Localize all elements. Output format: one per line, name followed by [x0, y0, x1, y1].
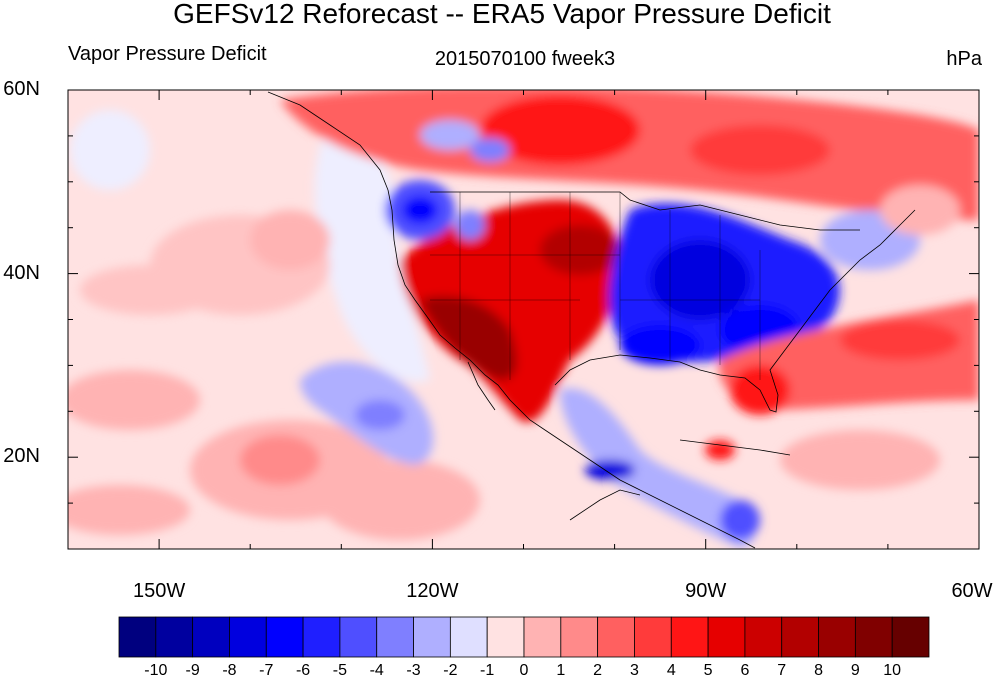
- colorbar-level-label: 1: [556, 662, 566, 679]
- colorbar-level-label: -6: [295, 662, 311, 679]
- colorbar-level-label: -4: [369, 662, 384, 679]
- colorbar-box: [818, 616, 856, 658]
- colorbar-box: [339, 616, 378, 658]
- colorbar-level-label: 2: [593, 662, 603, 679]
- colorbar-box: [854, 616, 893, 658]
- colorbar-box: [597, 616, 635, 658]
- colorbar-level-label: -8: [222, 662, 237, 679]
- lon-label: 150W: [132, 580, 186, 602]
- coastlines: [267, 91, 916, 549]
- colorbar-level-label: -3: [406, 662, 421, 679]
- colorbar-level-label: 7: [777, 662, 787, 679]
- variable-label: Vapor Pressure Deficit: [68, 43, 267, 65]
- colorbar-level-label: -2: [443, 662, 458, 679]
- axis-ticks: [67, 89, 980, 550]
- colorbar-level-label: 10: [883, 662, 902, 679]
- units-label: hPa: [946, 48, 982, 70]
- colorbar-level-label: -10: [144, 662, 168, 679]
- colorbar-box: [744, 616, 783, 658]
- colorbar-box: [302, 616, 341, 658]
- lon-label: 60W: [951, 580, 993, 602]
- colorbar-level-label: 4: [666, 662, 676, 679]
- colorbar-box: [486, 616, 525, 658]
- colorbar-level-label: 9: [850, 662, 860, 679]
- colorbar-level-label: 8: [814, 662, 823, 679]
- colorbar-level-label: 5: [703, 662, 713, 679]
- colorbar-box: [229, 616, 267, 658]
- lon-label: 120W: [406, 580, 459, 602]
- colorbar-box: [781, 616, 819, 658]
- colorbar-level-label: 3: [630, 662, 639, 679]
- colorbar-level-label: -5: [332, 662, 348, 679]
- colorbar-level-label: -1: [480, 662, 495, 679]
- anomaly-field: [68, 90, 979, 549]
- colorbar-box: [192, 616, 230, 658]
- date-label: 2015070100 fweek3: [434, 48, 616, 70]
- colorbar-box: [265, 616, 304, 658]
- colorbar-box: [376, 616, 414, 658]
- colorbar-level-label: 0: [519, 662, 529, 679]
- colorbar-box: [523, 616, 562, 658]
- colorbar-level-label: -7: [259, 662, 274, 679]
- colorbar-box: [155, 616, 194, 658]
- colorbar-level-label: -9: [185, 662, 200, 679]
- state-borders: [430, 192, 761, 380]
- colorbar-box: [560, 616, 599, 658]
- colorbar-box: [670, 616, 709, 658]
- colorbar-box: [634, 616, 672, 658]
- colorbar-box: [118, 616, 157, 658]
- colorbar-box: [707, 616, 746, 658]
- lat-label: 20N: [3, 445, 40, 468]
- colorbar-box: [891, 616, 930, 658]
- lon-label: 90W: [685, 580, 727, 602]
- lat-label: 40N: [3, 261, 40, 284]
- colorbar-box: [449, 616, 488, 658]
- colorbar-level-label: 6: [740, 662, 750, 679]
- lat-label: 60N: [3, 78, 40, 100]
- colorbar-box: [413, 616, 451, 658]
- plot-title: GEFSv12 Reforecast -- ERA5 Vapor Pressur…: [173, 0, 831, 29]
